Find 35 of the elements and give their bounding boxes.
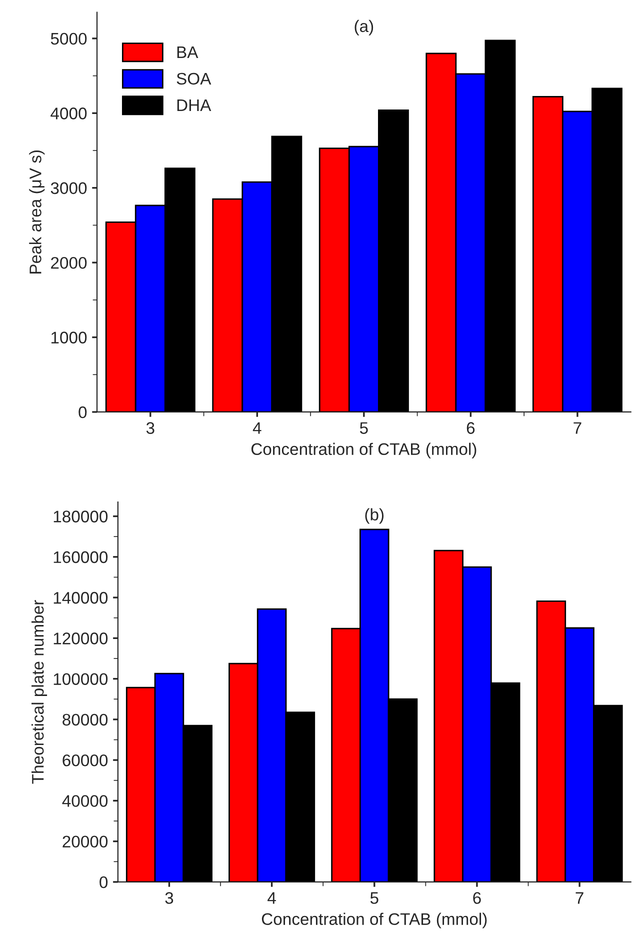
y-axis-title: Theoretical plate number: [32, 600, 48, 784]
y-tick-label: 100000: [54, 673, 108, 685]
y-tick-label: 140000: [54, 592, 108, 604]
legend-label: BA: [177, 46, 198, 58]
y-tick-label: 80000: [62, 714, 108, 726]
y-tick-label: 0: [100, 876, 108, 888]
legend-label: DHA: [177, 99, 212, 111]
x-tick-label: 6: [466, 422, 475, 434]
y-tick-label: 0: [78, 406, 87, 418]
x-axis-title: Concentration of CTAB (mmol): [262, 912, 487, 928]
x-tick-label: 5: [360, 422, 368, 434]
x-tick-label: 3: [165, 892, 174, 904]
y-tick-label: 160000: [54, 551, 108, 564]
y-tick-label: 20000: [62, 836, 108, 848]
x-tick-label: 4: [252, 422, 262, 434]
y-tick-label: 40000: [62, 795, 108, 807]
chart-title: (b): [365, 508, 384, 524]
x-tick-label: 6: [473, 892, 481, 904]
y-tick-label: 120000: [54, 632, 108, 644]
y-tick-label: 180000: [54, 510, 108, 522]
y-tick-label: 5000: [50, 32, 87, 45]
y-axis-title: Peak area (μV s): [29, 150, 45, 274]
x-tick-label: 3: [146, 422, 154, 434]
chart-title: (a): [354, 20, 374, 36]
x-tick-label: 7: [576, 892, 584, 904]
y-tick-label: 1000: [51, 332, 87, 344]
y-tick-label: 60000: [62, 754, 108, 766]
x-tick-label: 7: [574, 422, 582, 434]
y-tick-label: 3000: [50, 182, 87, 194]
x-tick-label: 5: [370, 892, 378, 904]
legend-label: SOA: [176, 72, 212, 85]
y-tick-label: 4000: [50, 108, 87, 120]
x-tick-label: 4: [268, 892, 276, 904]
y-tick-label: 2000: [51, 256, 87, 269]
x-axis-title: Concentration of CTAB (mmol): [251, 442, 476, 458]
